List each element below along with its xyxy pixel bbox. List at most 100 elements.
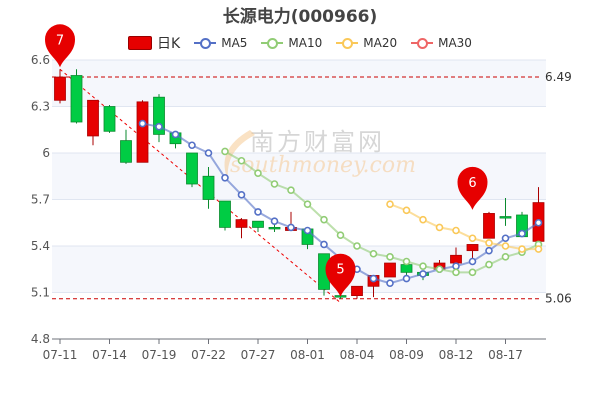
candle-body <box>450 254 462 264</box>
ma10-point <box>270 180 279 188</box>
ma20-point <box>501 242 510 250</box>
ma10-point <box>320 215 328 224</box>
ma10-point <box>485 260 493 269</box>
candle-body <box>499 216 512 219</box>
candle-body <box>87 99 99 137</box>
candle-body <box>202 175 215 200</box>
ma10-point <box>369 249 378 258</box>
y-tick-label: 4.8 <box>31 332 50 346</box>
candle-body <box>351 285 363 296</box>
ma20-point <box>419 215 427 224</box>
ma5-point <box>501 234 510 243</box>
ma5-point <box>369 274 378 283</box>
ma10-point <box>435 265 444 274</box>
candle-body <box>252 220 264 228</box>
ma20-point <box>485 239 493 247</box>
ma5-point <box>320 240 328 249</box>
marker-pin <box>325 253 356 297</box>
legend-label: MA30 <box>438 36 472 50</box>
legend-item-MA30[interactable]: MA30 <box>411 33 472 53</box>
ma10-point <box>419 262 427 270</box>
ma5-point <box>138 119 147 128</box>
ma5-point <box>402 274 411 283</box>
ma5-point <box>518 229 526 238</box>
candle-body <box>120 140 132 163</box>
ma20-line <box>389 203 539 251</box>
candle-body <box>384 262 396 278</box>
legend-dot <box>200 38 212 49</box>
legend: 日K MA5 MA10 MA20 MA30 <box>0 33 600 53</box>
candle-body <box>483 213 495 239</box>
ma20-point <box>435 223 444 232</box>
candle-body <box>268 226 281 230</box>
ma20-point <box>386 200 394 208</box>
candle-body <box>54 76 66 101</box>
candle-body <box>103 106 116 132</box>
legend-item-MA5[interactable]: MA5 <box>194 33 247 53</box>
x-tick-label: 08-04 <box>340 348 375 362</box>
candle-body <box>70 75 83 123</box>
ma5-point <box>287 223 295 232</box>
x-tick-label: 08-09 <box>389 348 424 362</box>
marker-label: 6 <box>468 176 476 191</box>
y-tick-label: 6.3 <box>31 100 50 114</box>
y-tick-label: 5.4 <box>31 239 50 253</box>
legend-label: MA10 <box>288 36 323 50</box>
chart-title: 长源电力(000966) <box>222 7 378 27</box>
x-tick-label: 07-19 <box>142 348 177 362</box>
watermark-cn: 南方财富网 <box>250 128 385 156</box>
legend-item-MA20[interactable]: MA20 <box>336 33 397 53</box>
marker-label: 5 <box>336 263 344 278</box>
line-legend-icon <box>261 38 284 49</box>
ma10-point <box>501 253 510 261</box>
candle-body <box>153 96 165 135</box>
ma10-point <box>287 186 295 194</box>
ma10-point <box>452 268 460 277</box>
legend-label: 日K <box>157 36 181 52</box>
ma20-point <box>518 245 526 253</box>
ma10-point <box>353 242 361 250</box>
line-legend-icon <box>336 38 359 49</box>
y-tick-label: 6 <box>42 146 50 160</box>
ma5-point <box>485 246 493 255</box>
legend-item-日K[interactable]: 日K <box>128 33 180 53</box>
mark-line-label: 6.49 <box>545 70 572 84</box>
ma5-point <box>237 191 246 199</box>
x-tick-label: 07-22 <box>191 348 226 362</box>
line-legend-icon <box>194 38 217 49</box>
marker-pin <box>457 166 488 210</box>
ma20-point <box>468 234 477 243</box>
ma5-point <box>270 217 279 225</box>
ma10-point <box>254 169 262 177</box>
marker-label: 7 <box>56 33 64 48</box>
ma10-point <box>386 253 394 261</box>
candle-body <box>400 264 413 273</box>
ma5-point <box>254 208 262 216</box>
ma5-point <box>171 130 180 139</box>
ma5-point <box>188 141 196 150</box>
legend-item-MA10[interactable]: MA10 <box>261 33 322 53</box>
ma5-point <box>221 174 229 182</box>
grid-band <box>52 246 546 293</box>
candle-body <box>466 244 479 252</box>
y-tick-label: 5.1 <box>31 286 50 300</box>
candle-body <box>235 219 248 228</box>
legend-label: MA5 <box>221 36 248 50</box>
x-tick-label: 08-01 <box>290 348 325 362</box>
ma10-point <box>336 231 345 239</box>
ma10-point <box>221 147 229 156</box>
ma20-point <box>452 226 460 235</box>
ma5-point <box>452 262 460 270</box>
mark-line-label: 5.06 <box>545 292 572 306</box>
marker-pin <box>45 24 75 68</box>
x-tick-label: 08-12 <box>439 348 474 362</box>
ma5-point <box>386 279 394 288</box>
ma20-point <box>534 245 543 253</box>
y-tick-label: 6.6 <box>31 53 50 67</box>
legend-dot <box>342 38 354 49</box>
candle-body <box>136 101 149 163</box>
candle-body <box>186 152 198 185</box>
ma10-point <box>303 200 312 208</box>
candle-legend-icon <box>128 36 153 50</box>
